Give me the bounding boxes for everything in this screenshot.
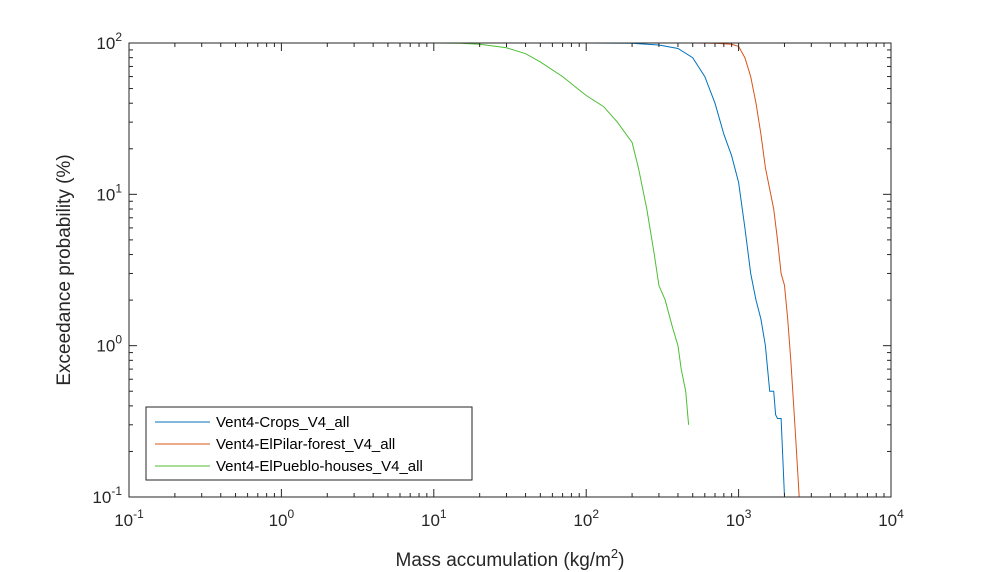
y-axis-title: Exceedance probability (%) bbox=[54, 154, 75, 385]
x-tick-label-3-exponent: 2 bbox=[592, 507, 599, 521]
legend-label-elpueblo-houses: Vent4-ElPueblo-houses_V4_all bbox=[216, 458, 423, 475]
x-axis-title-text: Mass accumulation (kg/m bbox=[396, 550, 611, 571]
legend-label-elpilar-forest: Vent4-ElPilar-forest_V4_all bbox=[216, 436, 395, 453]
x-tick-label-4-exponent: 3 bbox=[745, 507, 752, 521]
legend-label-crops: Vent4-Crops_V4_all bbox=[216, 414, 349, 431]
y-tick-label-3-base: 10 bbox=[96, 34, 115, 53]
y-tick-label-0: 10-1 bbox=[92, 484, 122, 507]
x-axis-title: Mass accumulation (kg/m2) bbox=[396, 546, 625, 571]
legend: Vent4-Crops_V4_all Vent4-ElPilar-forest_… bbox=[145, 406, 473, 481]
y-tick-label-3: 102 bbox=[96, 30, 122, 53]
x-tick-label-2: 101 bbox=[421, 507, 447, 530]
y-tick-label-0-exponent: -1 bbox=[111, 484, 122, 498]
y-tick-label-1-exponent: 0 bbox=[115, 333, 122, 347]
y-tick-label-2: 101 bbox=[96, 181, 122, 204]
y-tick-label-0-base: 10 bbox=[92, 488, 111, 507]
plot-area-frame bbox=[128, 42, 892, 498]
x-axis-title-superscript: 2 bbox=[611, 546, 618, 561]
x-tick-label-0: 10-1 bbox=[114, 507, 144, 530]
x-axis-title-close: ) bbox=[618, 550, 624, 571]
series-line-2 bbox=[129, 43, 690, 425]
axis-ticks bbox=[128, 42, 892, 498]
y-tick-label-1: 100 bbox=[96, 333, 122, 356]
x-tick-label-2-exponent: 1 bbox=[440, 507, 447, 521]
x-tick-label-1: 100 bbox=[269, 507, 295, 530]
y-tick-label-2-base: 10 bbox=[96, 185, 115, 204]
x-tick-label-2-base: 10 bbox=[421, 511, 440, 530]
x-tick-label-5-base: 10 bbox=[878, 511, 897, 530]
x-tick-label-0-base: 10 bbox=[114, 511, 133, 530]
series-line-0 bbox=[129, 43, 785, 497]
x-tick-label-1-base: 10 bbox=[269, 511, 288, 530]
y-tick-label-1-base: 10 bbox=[96, 337, 115, 356]
x-tick-label-0-exponent: -1 bbox=[133, 507, 144, 521]
x-tick-label-3-base: 10 bbox=[573, 511, 592, 530]
x-tick-label-1-exponent: 0 bbox=[288, 507, 295, 521]
x-tick-label-5: 104 bbox=[878, 507, 904, 530]
x-tick-label-4-base: 10 bbox=[726, 511, 745, 530]
x-tick-label-5-exponent: 4 bbox=[897, 507, 904, 521]
x-tick-label-4: 103 bbox=[726, 507, 752, 530]
y-tick-label-2-exponent: 1 bbox=[115, 181, 122, 195]
x-tick-label-3: 102 bbox=[573, 507, 599, 530]
y-tick-label-3-exponent: 2 bbox=[115, 30, 122, 44]
